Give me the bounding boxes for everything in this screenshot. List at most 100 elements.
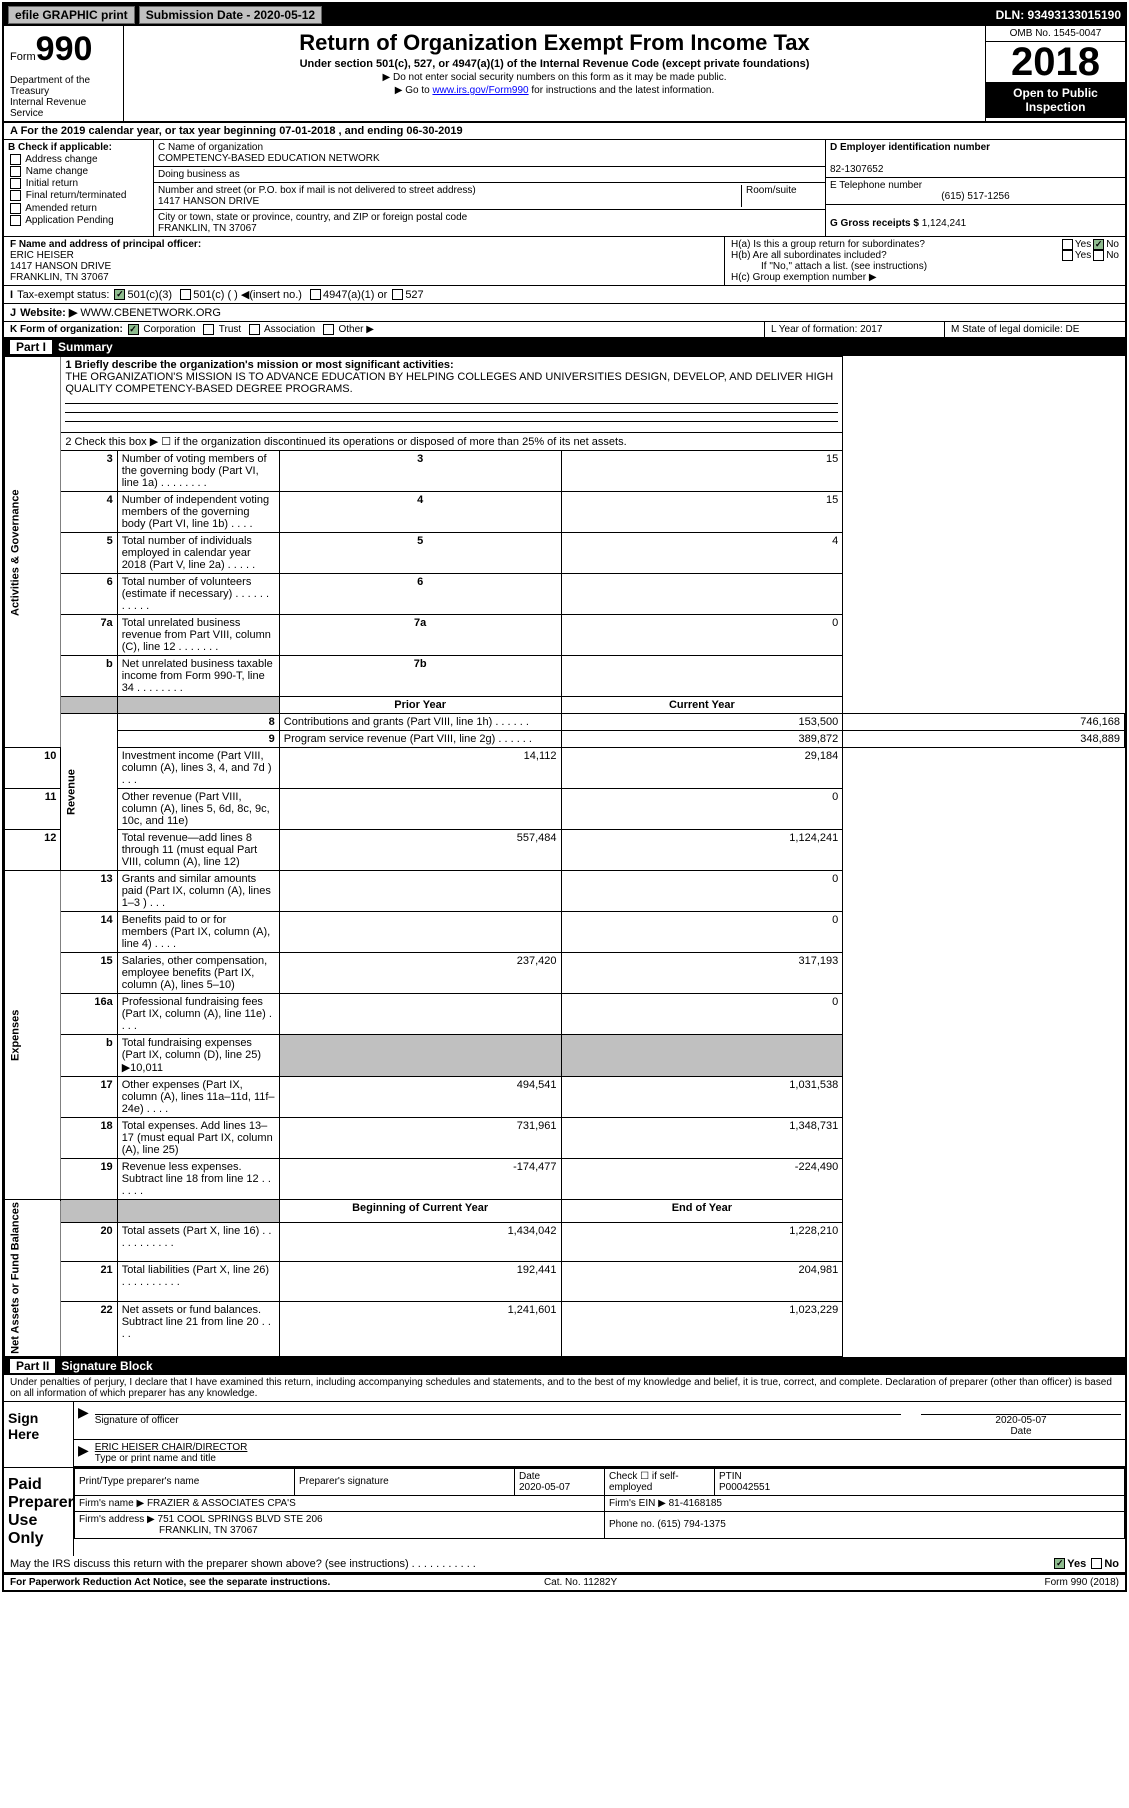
discuss-no[interactable] <box>1091 1558 1102 1569</box>
preparer-table: Print/Type preparer's name Preparer's si… <box>74 1468 1125 1539</box>
chk-4947[interactable] <box>310 289 321 300</box>
dept-treasury: Department of the Treasury Internal Reve… <box>4 73 124 121</box>
ssn-note: ▶ Do not enter social security numbers o… <box>128 72 981 83</box>
side-net-assets: Net Assets or Fund Balances <box>5 1200 61 1357</box>
side-revenue: Revenue <box>61 714 117 871</box>
table-row: 18Total expenses. Add lines 13–17 (must … <box>5 1118 1125 1159</box>
ha-yes[interactable] <box>1062 239 1073 250</box>
table-row: 15Salaries, other compensation, employee… <box>5 953 1125 994</box>
paid-preparer-label: Paid Preparer Use Only <box>4 1468 74 1556</box>
tel-cell: E Telephone number (615) 517-1256 <box>826 178 1125 205</box>
chk-amended[interactable]: Amended return <box>8 203 149 214</box>
irs-link[interactable]: www.irs.gov/Form990 <box>432 85 528 96</box>
col-h-group: H(a) Is this a group return for subordin… <box>725 237 1125 285</box>
current-year-hdr: Current Year <box>561 697 843 714</box>
table-row: bTotal fundraising expenses (Part IX, co… <box>5 1035 1125 1077</box>
end-year-hdr: End of Year <box>561 1200 843 1223</box>
form-subtitle: Under section 501(c), 527, or 4947(a)(1)… <box>128 58 981 70</box>
chk-pending[interactable]: Application Pending <box>8 215 149 226</box>
table-row: 3Number of voting members of the governi… <box>5 451 1125 492</box>
gross-receipts: 1,124,241 <box>922 218 967 229</box>
discuss-row: May the IRS discuss this return with the… <box>4 1556 1125 1574</box>
table-row: 21Total liabilities (Part X, line 26) . … <box>5 1262 1125 1301</box>
dln-label: DLN: 93493133015190 <box>996 8 1121 22</box>
firm-name: FRAZIER & ASSOCIATES CPA'S <box>147 1498 296 1509</box>
col-c-org-info: C Name of organization COMPETENCY-BASED … <box>154 140 825 236</box>
row-f-h: F Name and address of principal officer:… <box>4 237 1125 286</box>
chk-final[interactable]: Final return/terminated <box>8 190 149 201</box>
top-bar: efile GRAPHIC print Submission Date - 20… <box>4 4 1125 26</box>
table-row: 5Total number of individuals employed in… <box>5 533 1125 574</box>
table-row: 14Benefits paid to or for members (Part … <box>5 912 1125 953</box>
row-k-l-m: K Form of organization: Corporation Trus… <box>4 322 1125 338</box>
table-row: 9Program service revenue (Part VIII, lin… <box>5 731 1125 748</box>
hb-no[interactable] <box>1093 250 1104 261</box>
declaration-text: Under penalties of perjury, I declare th… <box>4 1375 1125 1401</box>
chk-501c3[interactable] <box>114 289 125 300</box>
table-row: 16aProfessional fundraising fees (Part I… <box>5 994 1125 1035</box>
section-b-through-g: B Check if applicable: Address change Na… <box>4 140 1125 237</box>
firm-phone: (615) 794-1375 <box>657 1519 725 1530</box>
table-row: 22Net assets or fund balances. Subtract … <box>5 1301 1125 1356</box>
table-row: 4Number of independent voting members of… <box>5 492 1125 533</box>
state-domicile: M State of legal domicile: DE <box>945 322 1125 337</box>
year-formation: L Year of formation: 2017 <box>765 322 945 337</box>
table-row: 20Total assets (Part X, line 16) . . . .… <box>5 1223 1125 1262</box>
prior-year-hdr: Prior Year <box>279 697 561 714</box>
col-f-officer: F Name and address of principal officer:… <box>4 237 725 285</box>
side-governance: Activities & Governance <box>5 357 61 748</box>
addr-cell: Number and street (or P.O. box if mail i… <box>154 183 825 210</box>
city-cell: City or town, state or province, country… <box>154 210 825 236</box>
room-suite: Room/suite <box>741 185 821 207</box>
form-990: 990 <box>36 30 93 68</box>
col-b-header: B Check if applicable: <box>8 142 112 153</box>
chk-initial[interactable]: Initial return <box>8 178 149 189</box>
form-word: Form <box>10 51 36 63</box>
header-right: OMB No. 1545-0047 2018 Open to Public In… <box>985 26 1125 121</box>
arrow-icon: ▶ <box>78 1442 89 1464</box>
chk-other[interactable] <box>323 324 334 335</box>
table-row: 11Other revenue (Part VIII, column (A), … <box>5 789 1125 830</box>
city-state-zip: FRANKLIN, TN 37067 <box>158 223 821 234</box>
submission-date-button[interactable]: Submission Date - 2020-05-12 <box>139 6 322 24</box>
form-header: Form990 Department of the Treasury Inter… <box>4 26 1125 123</box>
col-b-checkboxes: B Check if applicable: Address change Na… <box>4 140 154 236</box>
chk-name[interactable]: Name change <box>8 166 149 177</box>
ptin-value: P00042551 <box>719 1482 770 1493</box>
header-title-block: Return of Organization Exempt From Incom… <box>124 26 985 121</box>
side-expenses: Expenses <box>5 871 61 1200</box>
goto-note: ▶ Go to www.irs.gov/Form990 for instruct… <box>128 85 981 96</box>
sign-here-block: Sign Here ▶ Signature of officer 2020-05… <box>4 1401 1125 1467</box>
table-row: 10Investment income (Part VIII, column (… <box>5 748 1125 789</box>
col-d-e-g: D Employer identification number 82-1307… <box>825 140 1125 236</box>
chk-501c[interactable] <box>180 289 191 300</box>
chk-corp[interactable] <box>128 324 139 335</box>
ein-cell: D Employer identification number 82-1307… <box>826 140 1125 178</box>
hb-yes[interactable] <box>1062 250 1073 261</box>
website-url: WWW.CBENETWORK.ORG <box>80 307 221 319</box>
paperwork-notice: For Paperwork Reduction Act Notice, see … <box>10 1577 330 1588</box>
cat-no: Cat. No. 11282Y <box>544 1577 617 1588</box>
chk-trust[interactable] <box>203 324 214 335</box>
chk-address[interactable]: Address change <box>8 154 149 165</box>
ha-no[interactable] <box>1093 239 1104 250</box>
chk-527[interactable] <box>392 289 403 300</box>
chk-assoc[interactable] <box>249 324 260 335</box>
table-row: 17Other expenses (Part IX, column (A), l… <box>5 1077 1125 1118</box>
form-title: Return of Organization Exempt From Incom… <box>128 30 981 56</box>
officer-name: ERIC HEISER <box>10 250 74 261</box>
mission-text: THE ORGANIZATION'S MISSION IS TO ADVANCE… <box>65 371 833 395</box>
firm-ein: 81-4168185 <box>669 1498 722 1509</box>
row-i-tax-status: ITax-exempt status: 501(c)(3) 501(c) ( )… <box>4 286 1125 304</box>
tax-year: 2018 <box>986 42 1125 82</box>
sign-here-label: Sign Here <box>4 1402 74 1467</box>
part-2-header: Part IISignature Block <box>4 1357 1125 1375</box>
telephone: (615) 517-1256 <box>830 191 1121 202</box>
open-inspection: Open to Public Inspection <box>986 82 1125 118</box>
dba-cell: Doing business as <box>154 167 825 183</box>
row-a-tax-year: A For the 2019 calendar year, or tax yea… <box>4 123 1125 140</box>
form-ref: Form 990 (2018) <box>1044 1577 1118 1588</box>
table-row: 7aTotal unrelated business revenue from … <box>5 615 1125 656</box>
discuss-yes[interactable] <box>1054 1558 1065 1569</box>
efile-print-button[interactable]: efile GRAPHIC print <box>8 6 135 24</box>
